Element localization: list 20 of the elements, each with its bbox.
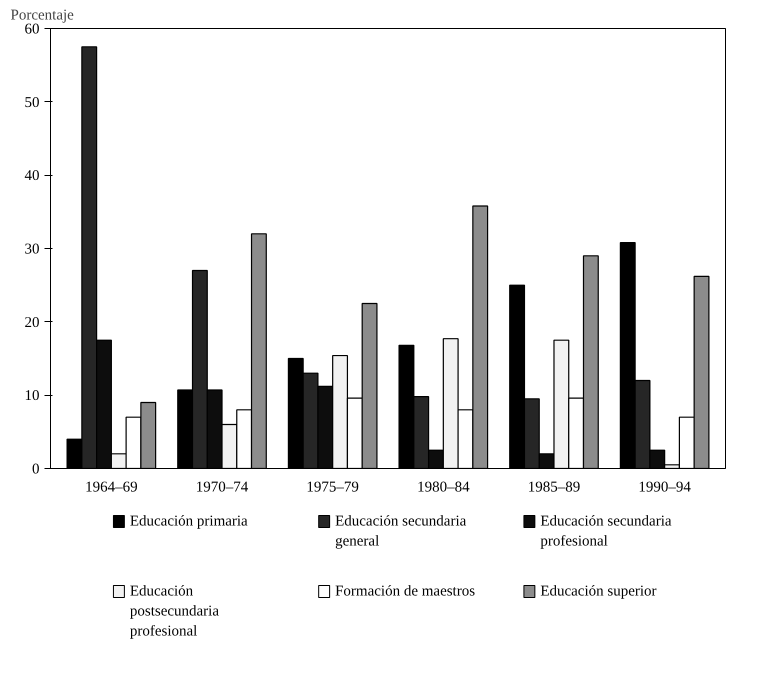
x-tick-label: 1980–84 [417,480,470,496]
x-tick-label: 1970–74 [196,480,249,496]
legend-label: Formación de maestros [335,584,476,600]
y-tick-label: 10 [24,388,40,404]
y-tick-label: 60 [24,22,40,38]
y-tick-label: 20 [24,314,40,331]
y-tick-label: 30 [24,242,40,258]
x-tick-label: 1964–69 [85,480,138,496]
legend-label: Educación primaria [130,514,248,530]
y-tick-label: 50 [24,94,40,111]
y-tick-label: 40 [24,168,40,184]
legend-label: Educación secundaria profesional [540,514,672,550]
x-tick-label: 1990–94 [638,480,692,496]
legend-label: Educación postsecundaria profesional [130,584,220,640]
y-axis-title: Porcentaje [10,8,74,24]
x-tick-label: 1985–89 [528,480,580,496]
legend-label: Educación superior [540,584,657,600]
y-tick-label: 0 [32,462,40,478]
x-tick-label: 1975–79 [306,480,359,496]
legend-label: Educación secundaria general [335,514,467,550]
